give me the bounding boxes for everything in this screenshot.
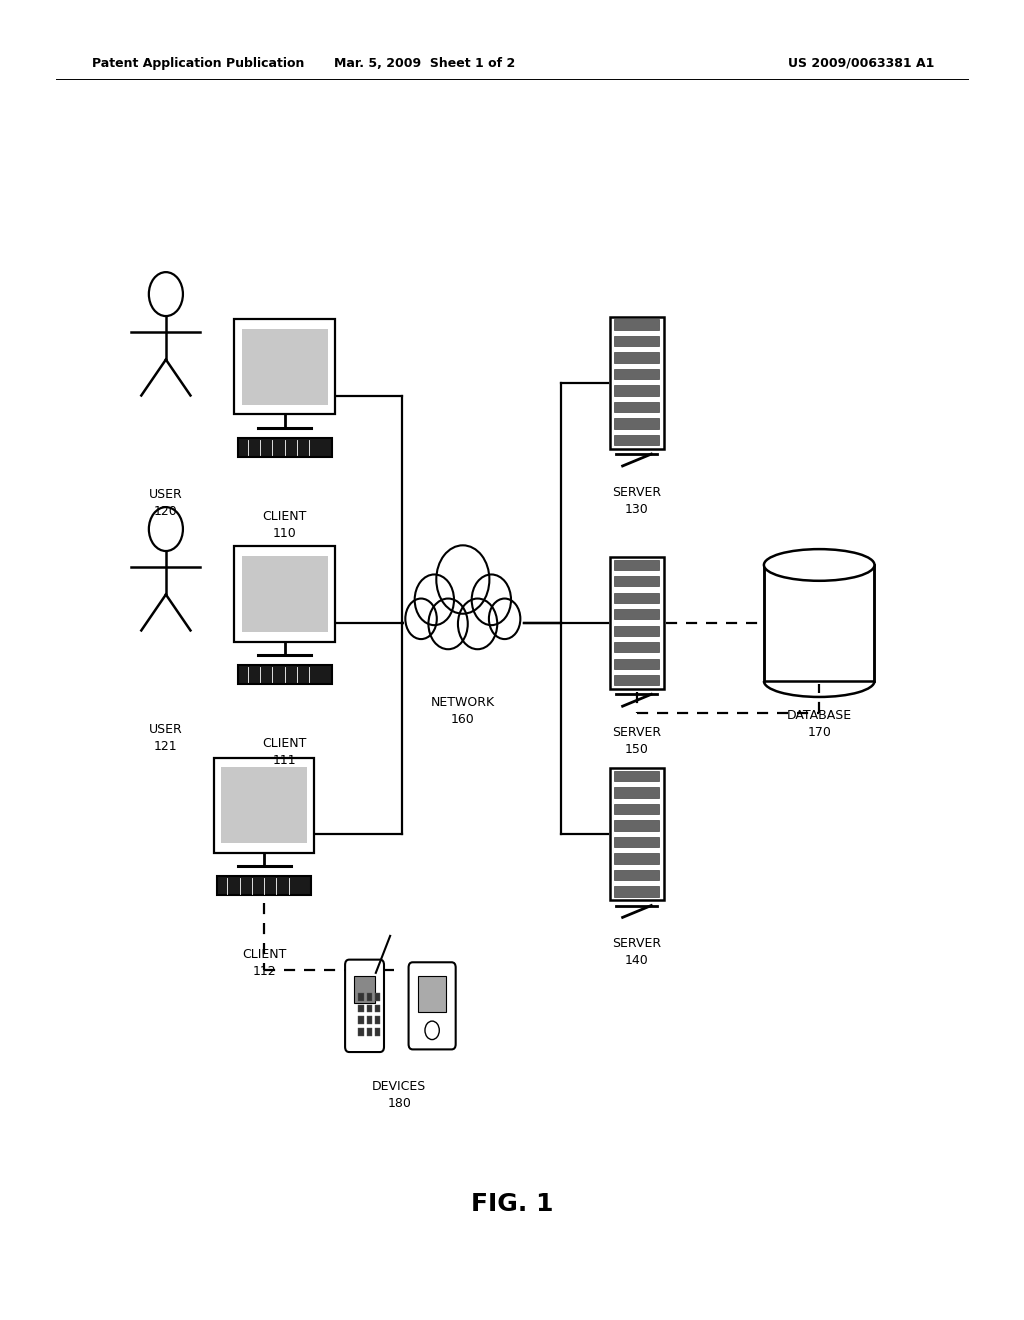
- Text: SERVER
130: SERVER 130: [612, 486, 662, 516]
- Bar: [234, 546, 335, 642]
- Bar: [614, 593, 659, 603]
- Bar: [358, 1005, 364, 1012]
- Text: DATABASE
170: DATABASE 170: [786, 709, 852, 739]
- Bar: [614, 675, 659, 685]
- Bar: [375, 1005, 380, 1012]
- Text: CLIENT
111: CLIENT 111: [262, 737, 307, 767]
- Bar: [367, 1016, 372, 1024]
- Bar: [354, 977, 375, 1003]
- Text: USER
121: USER 121: [150, 723, 182, 754]
- Text: DEVICES
180: DEVICES 180: [373, 1080, 426, 1110]
- Bar: [614, 854, 659, 863]
- Bar: [238, 438, 332, 457]
- Bar: [367, 1005, 372, 1012]
- Text: USER
120: USER 120: [150, 488, 182, 519]
- Bar: [610, 317, 664, 449]
- Ellipse shape: [764, 549, 874, 581]
- Circle shape: [472, 574, 511, 626]
- Text: SERVER
140: SERVER 140: [612, 937, 662, 968]
- Bar: [764, 565, 874, 681]
- Bar: [614, 352, 659, 363]
- Bar: [358, 1016, 364, 1024]
- Text: NETWORK
160: NETWORK 160: [431, 696, 495, 726]
- Circle shape: [406, 598, 437, 639]
- Text: US 2009/0063381 A1: US 2009/0063381 A1: [788, 57, 935, 70]
- Bar: [221, 767, 307, 843]
- Bar: [614, 576, 659, 586]
- Bar: [614, 385, 659, 396]
- Bar: [403, 599, 522, 635]
- Bar: [358, 993, 364, 1001]
- Bar: [614, 659, 659, 669]
- Bar: [234, 319, 335, 414]
- Bar: [764, 565, 874, 681]
- Bar: [214, 758, 314, 853]
- Text: Mar. 5, 2009  Sheet 1 of 2: Mar. 5, 2009 Sheet 1 of 2: [334, 57, 516, 70]
- Text: SERVER
150: SERVER 150: [612, 726, 662, 756]
- Bar: [418, 977, 446, 1012]
- Bar: [614, 418, 659, 429]
- Bar: [367, 1028, 372, 1036]
- Bar: [217, 876, 311, 895]
- Circle shape: [415, 574, 454, 626]
- FancyBboxPatch shape: [409, 962, 456, 1049]
- Bar: [242, 329, 328, 405]
- Bar: [614, 436, 659, 445]
- Bar: [614, 642, 659, 652]
- Circle shape: [458, 598, 498, 649]
- Bar: [238, 665, 332, 684]
- Bar: [614, 820, 659, 830]
- Text: CLIENT
110: CLIENT 110: [262, 510, 307, 540]
- Bar: [614, 626, 659, 636]
- Bar: [614, 870, 659, 880]
- Circle shape: [425, 1022, 439, 1040]
- Circle shape: [436, 545, 489, 614]
- FancyBboxPatch shape: [345, 960, 384, 1052]
- Bar: [375, 993, 380, 1001]
- Bar: [614, 837, 659, 847]
- Bar: [358, 1028, 364, 1036]
- Bar: [375, 1028, 380, 1036]
- Bar: [367, 993, 372, 1001]
- Text: CLIENT
112: CLIENT 112: [242, 948, 287, 978]
- Bar: [614, 401, 659, 412]
- Bar: [610, 768, 664, 900]
- Bar: [614, 804, 659, 814]
- Bar: [614, 337, 659, 346]
- Bar: [614, 560, 659, 570]
- Circle shape: [428, 598, 468, 649]
- Text: FIG. 1: FIG. 1: [471, 1192, 553, 1216]
- Bar: [610, 557, 664, 689]
- Bar: [614, 370, 659, 379]
- Bar: [242, 556, 328, 632]
- Bar: [614, 771, 659, 781]
- Bar: [614, 887, 659, 896]
- Bar: [375, 1016, 380, 1024]
- Bar: [614, 609, 659, 619]
- Bar: [614, 319, 659, 330]
- Bar: [614, 787, 659, 797]
- Circle shape: [488, 598, 520, 639]
- Text: Patent Application Publication: Patent Application Publication: [92, 57, 304, 70]
